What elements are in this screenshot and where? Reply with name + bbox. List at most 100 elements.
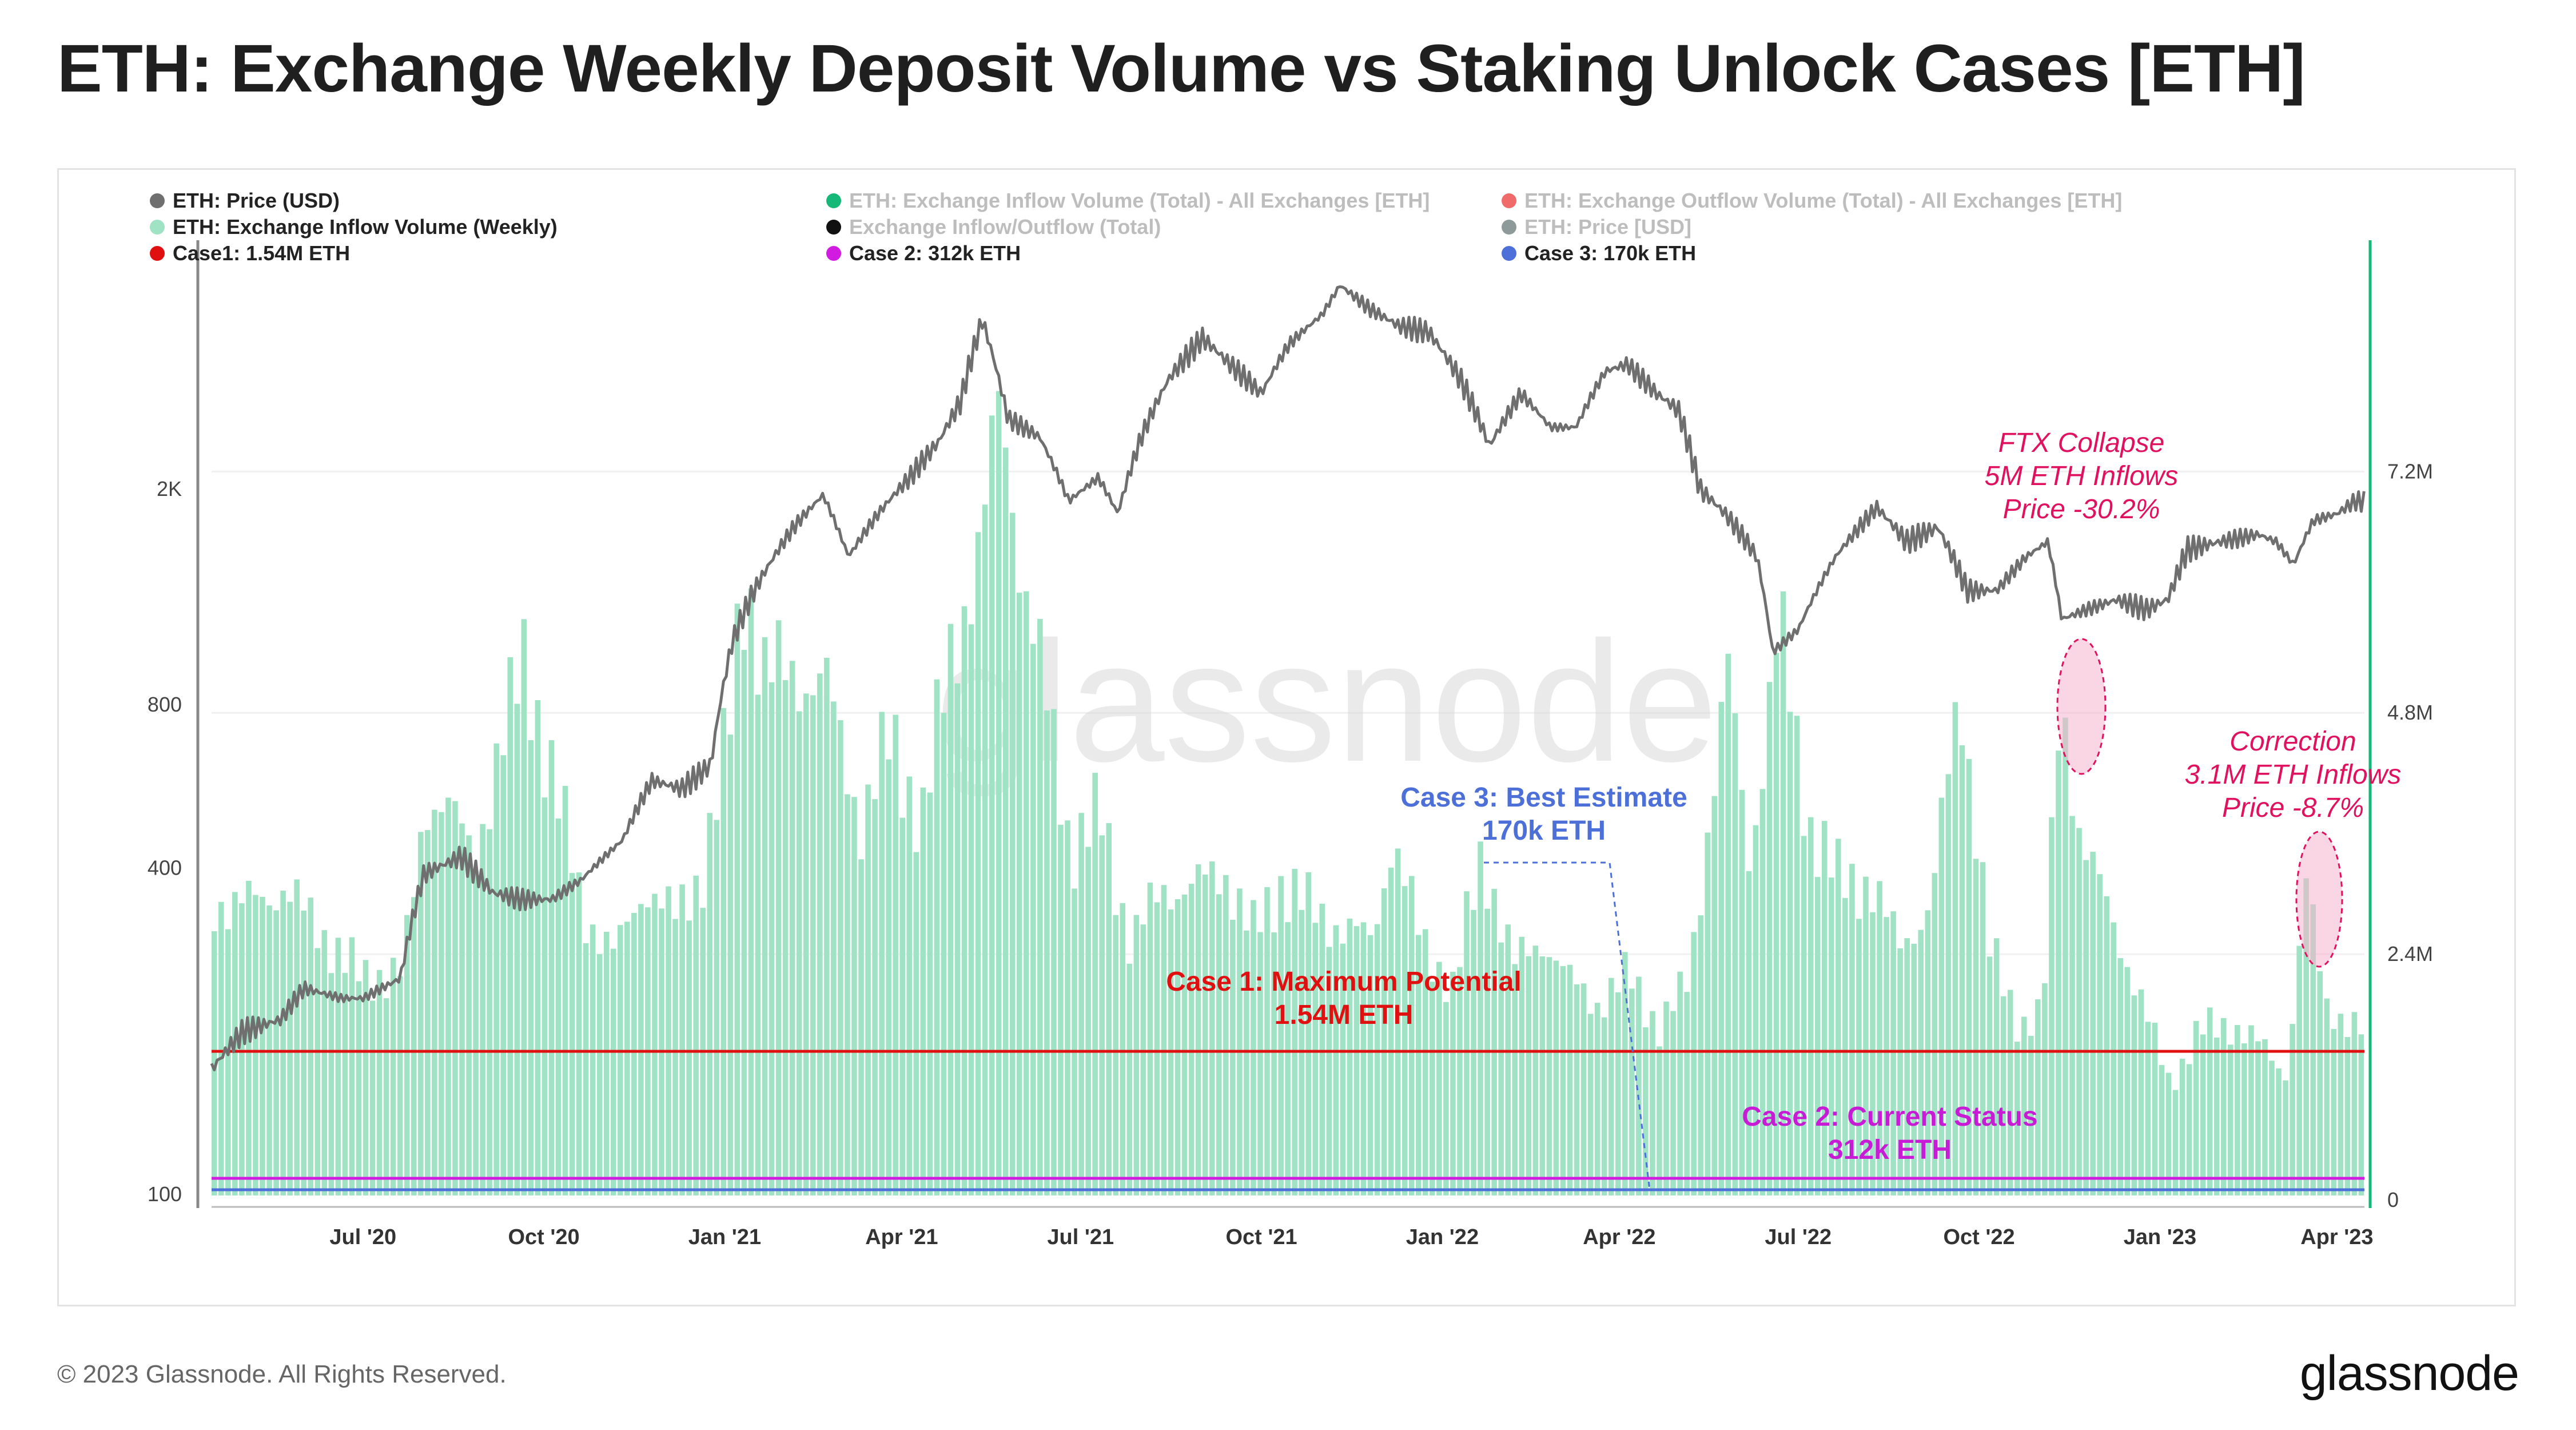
inflow-bar-88 — [817, 673, 823, 1195]
legend-item-0[interactable]: ETH: Price (USD) — [150, 189, 340, 213]
legend-item-7[interactable]: Case 2: 312k ETH — [826, 241, 1021, 265]
inflow-bar-228 — [1780, 591, 1786, 1195]
inflow-bar-132 — [1120, 903, 1126, 1195]
inflow-bar-190 — [1519, 936, 1525, 1195]
inflow-bar-284 — [2165, 1072, 2172, 1195]
legend-item-1[interactable]: ETH: Exchange Inflow Volume (Total) - Al… — [826, 189, 1430, 213]
inflow-bar-98 — [886, 759, 891, 1195]
inflow-bar-9 — [273, 910, 279, 1195]
inflow-bar-303 — [2296, 946, 2302, 1195]
legend-item-8[interactable]: Case 3: 170k ETH — [1502, 241, 1696, 265]
inflow-bar-116 — [1009, 513, 1016, 1196]
legend-item-2[interactable]: ETH: Exchange Outflow Volume (Total) - A… — [1502, 189, 2122, 213]
inflow-bar-291 — [2213, 1037, 2220, 1195]
inflow-bar-46 — [528, 740, 534, 1195]
inflow-bar-23 — [369, 1000, 376, 1195]
glassnode-logo: glassnode — [2299, 1346, 2519, 1401]
inflow-bar-24 — [376, 970, 383, 1195]
inflow-bar-254 — [1959, 745, 1965, 1195]
inflow-bar-57 — [603, 932, 610, 1195]
inflow-bar-26 — [390, 958, 396, 1195]
inflow-bar-260 — [2000, 996, 2006, 1195]
inflow-bar-106 — [941, 713, 947, 1195]
inflow-bar-29 — [411, 897, 417, 1195]
inflow-bar-279 — [2131, 995, 2137, 1195]
inflow-bar-236 — [1836, 839, 1841, 1195]
inflow-bar-270 — [2069, 816, 2075, 1195]
inflow-bar-208 — [1643, 1027, 1649, 1195]
inflow-bar-216 — [1698, 915, 1703, 1195]
inflow-bar-76 — [734, 603, 740, 1195]
inflow-bar-114 — [996, 391, 1002, 1195]
inflow-bar-55 — [590, 924, 596, 1195]
legend-dot-icon — [826, 246, 841, 261]
inflow-bar-192 — [1532, 946, 1539, 1195]
x-tick-label-10: Jan '23 — [2124, 1225, 2196, 1249]
inflow-bar-16 — [321, 930, 328, 1195]
inflow-bar-20 — [349, 937, 355, 1195]
inflow-bar-59 — [618, 925, 623, 1195]
inflow-bar-157 — [1292, 868, 1297, 1195]
inflow-bar-304 — [2303, 878, 2309, 1195]
x-tick-label-4: Jul '21 — [1047, 1225, 1114, 1249]
inflow-bar-244 — [1890, 911, 1896, 1195]
inflow-bar-126 — [1078, 813, 1084, 1195]
inflow-bar-271 — [2076, 828, 2082, 1195]
inflow-bar-222 — [1739, 789, 1745, 1195]
legend-item-5[interactable]: ETH: Price [USD] — [1502, 215, 1691, 239]
inflow-bar-229 — [1787, 712, 1793, 1195]
inflow-bar-109 — [961, 606, 968, 1195]
legend-item-6[interactable]: Case1: 1.54M ETH — [150, 241, 350, 265]
price-line-group — [210, 285, 2366, 1071]
inflow-bar-205 — [1622, 952, 1628, 1195]
inflow-bar-1 — [218, 901, 224, 1195]
inflow-bar-306 — [2317, 971, 2323, 1195]
inflow-bar-215 — [1691, 932, 1697, 1195]
inflow-bar-171 — [1388, 867, 1394, 1195]
inflow-bar-56 — [596, 954, 603, 1195]
inflow-bar-281 — [2145, 1022, 2151, 1195]
inflow-bar-148 — [1230, 919, 1236, 1195]
inflow-bar-277 — [2117, 958, 2124, 1195]
inflow-bar-274 — [2097, 874, 2103, 1195]
inflow-bar-169 — [1374, 924, 1380, 1195]
inflow-bar-156 — [1285, 922, 1291, 1195]
inflow-bar-111 — [975, 532, 981, 1195]
inflow-bar-237 — [1842, 897, 1848, 1195]
inflow-bar-162 — [1326, 947, 1332, 1195]
inflow-bar-266 — [2042, 983, 2048, 1195]
inflow-bar-124 — [1065, 820, 1070, 1195]
inflow-bar-85 — [796, 711, 802, 1195]
inflow-bar-154 — [1271, 932, 1277, 1195]
inflow-bar-196 — [1560, 966, 1566, 1195]
inflow-bar-233 — [1814, 877, 1821, 1195]
legend-dot-icon — [1502, 193, 1516, 208]
inflow-bar-168 — [1367, 935, 1373, 1195]
legend-item-3[interactable]: ETH: Exchange Inflow Volume (Weekly) — [150, 215, 558, 239]
inflow-bar-167 — [1360, 922, 1367, 1195]
inflow-bar-193 — [1539, 956, 1546, 1195]
inflow-bar-137 — [1154, 902, 1160, 1195]
inflow-bar-12 — [294, 879, 300, 1195]
inflow-bar-199 — [1580, 983, 1587, 1195]
legend-item-4[interactable]: Exchange Inflow/Outflow (Total) — [826, 215, 1161, 239]
inflow-bar-272 — [2083, 860, 2089, 1195]
inflow-bar-235 — [1829, 877, 1834, 1195]
inflow-bar-87 — [810, 695, 816, 1195]
inflow-bar-256 — [1973, 859, 1979, 1195]
inflow-bar-89 — [824, 657, 830, 1195]
case3-label-line-1: Case 3: Best Estimate — [1400, 782, 1687, 813]
inflow-bar-198 — [1574, 984, 1580, 1195]
inflow-bar-186 — [1491, 888, 1497, 1195]
inflow-bar-38 — [473, 871, 479, 1195]
inflow-bar-100 — [899, 817, 905, 1195]
inflow-bar-11 — [287, 901, 293, 1195]
inflow-bar-245 — [1897, 948, 1903, 1195]
inflow-bar-80 — [762, 637, 768, 1195]
inflow-bar-49 — [548, 740, 555, 1195]
inflow-bar-311 — [2351, 1012, 2358, 1195]
inflow-bar-265 — [2035, 999, 2041, 1195]
legend-dot-icon — [1502, 220, 1516, 235]
ftx-label-line-1: FTX Collapse — [1998, 428, 2165, 458]
inflow-bar-146 — [1216, 894, 1222, 1195]
